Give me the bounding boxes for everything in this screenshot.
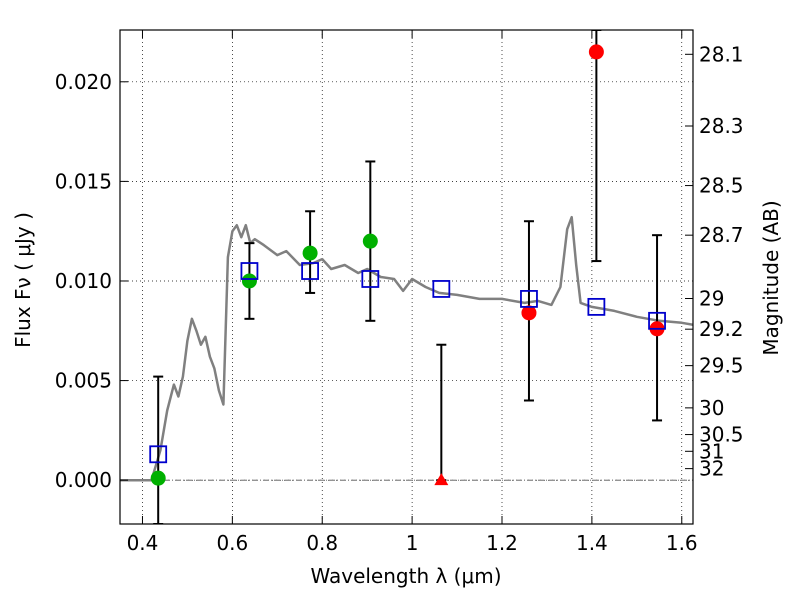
plot-area <box>120 215 693 482</box>
mag-tick-label-1: 28.3 <box>699 114 744 138</box>
grid-lines <box>120 30 693 524</box>
point-s3-0 <box>149 445 168 464</box>
x-tick-label-1: 0.6 <box>216 531 248 555</box>
x-tick-label-4: 1.2 <box>486 531 518 555</box>
point-s3-7 <box>648 311 666 330</box>
point-s3-5 <box>520 290 538 308</box>
point-s3-2 <box>301 262 320 280</box>
mag-tick-label-0: 28.1 <box>699 42 744 66</box>
point-s3-4 <box>432 280 451 298</box>
mag-tick-label-6: 29.5 <box>699 354 744 378</box>
mag-tick-label-8: 30.5 <box>699 423 744 447</box>
y-tick-label-4: 0.020 <box>55 70 112 94</box>
point-s0-0 <box>150 470 166 486</box>
mag-tick-label-2: 28.5 <box>699 174 744 198</box>
y-tick-label-2: 0.010 <box>55 269 112 293</box>
point-s1-0 <box>521 305 537 321</box>
mag-tick-label-10: 32 <box>699 457 724 481</box>
x-tick-label-5: 1.4 <box>576 531 608 555</box>
y-tick-label-0: 0.000 <box>55 468 112 492</box>
x-tick-label-3: 1 <box>406 531 419 555</box>
mag-tick-label-9: 31 <box>699 439 724 463</box>
point-s0-3 <box>362 233 378 249</box>
mag-tick-label-3: 28.7 <box>699 223 744 247</box>
point-s2-0 <box>434 473 449 486</box>
y2-axis-label: Magnitude (AB) <box>759 200 783 355</box>
mag-tick-label-5: 29.2 <box>699 317 744 341</box>
x-tick-label-0: 0.4 <box>127 531 159 555</box>
point-s3-6 <box>587 297 606 316</box>
x-tick-label-2: 0.8 <box>306 531 338 555</box>
point-s3-1 <box>240 262 259 280</box>
axis-ticks: 0.4 0.6 0.8 1 1.2 1.4 1.6 0.000 0.005 0.010 0.015 0… <box>55 30 744 555</box>
point-s0-2 <box>302 245 318 261</box>
mag-tick-label-4: 29 <box>699 287 724 311</box>
error-bars <box>153 30 663 524</box>
y-axis-label: Flux Fν ( μJy ) <box>11 212 35 348</box>
y-tick-label-1: 0.005 <box>55 369 112 393</box>
mag-tick-label-7: 30 <box>699 396 724 420</box>
sed-model-curve <box>120 215 693 482</box>
x-axis-label: Wavelength λ (μm) <box>310 564 501 588</box>
data-markers <box>149 44 666 486</box>
x-tick-label-6: 1.6 <box>666 531 698 555</box>
point-s0-1 <box>241 273 257 289</box>
point-s3-3 <box>361 270 380 288</box>
point-s1-1 <box>588 44 604 60</box>
y-tick-label-3: 0.015 <box>55 169 112 193</box>
plot-frame <box>119 29 694 525</box>
